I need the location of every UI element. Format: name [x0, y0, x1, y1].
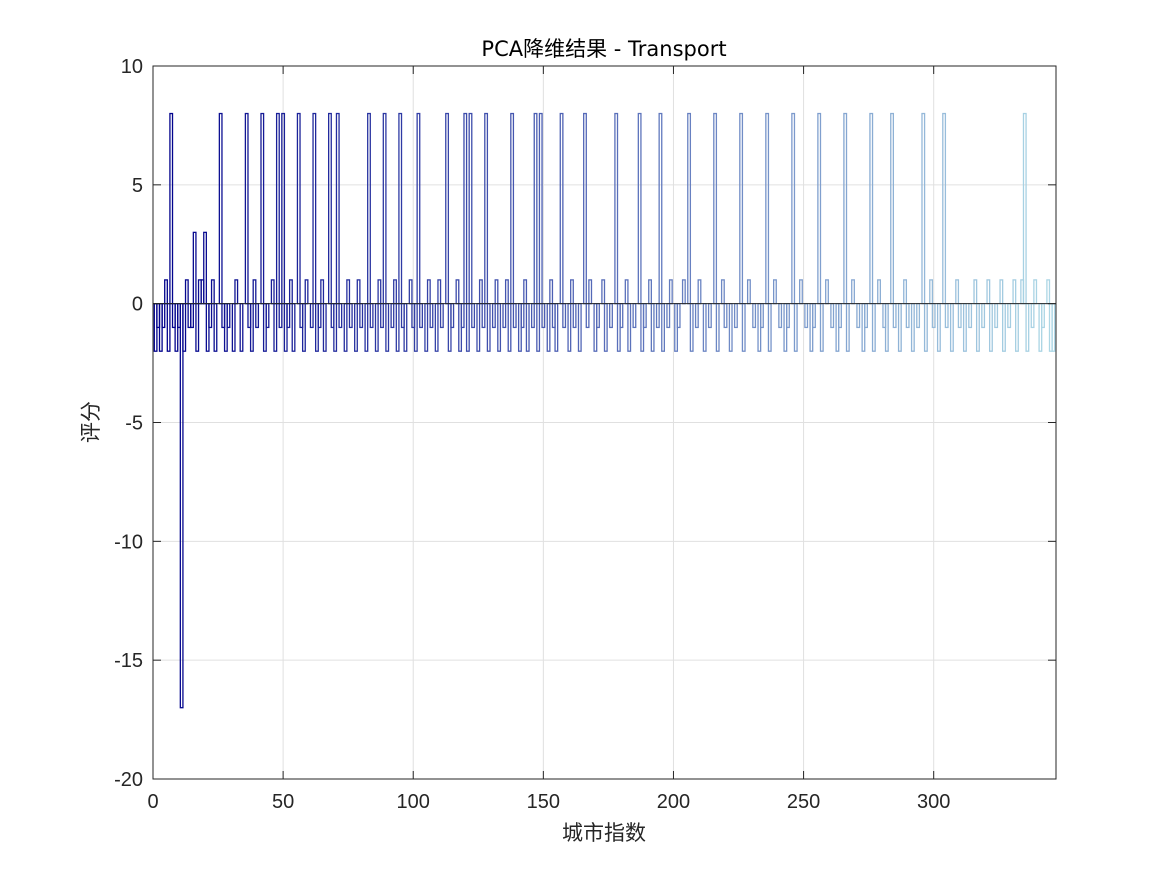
x-tick-label: 50 — [272, 791, 294, 813]
y-tick-label: 10 — [121, 56, 143, 78]
y-tick-label: 0 — [132, 294, 143, 316]
x-tick-label: 150 — [527, 791, 560, 813]
y-tick-label: -5 — [125, 413, 143, 435]
y-axis-label: 评分 — [79, 401, 103, 443]
axis-ticks — [152, 65, 1056, 780]
x-tick-label: 300 — [917, 791, 950, 813]
y-tick-label: -15 — [114, 650, 143, 672]
y-tick-labels: 10 5 0 -5 -10 -15 -20 — [114, 56, 143, 791]
x-axis-label: 城市指数 — [562, 821, 646, 845]
x-tick-label: 0 — [147, 791, 158, 813]
chart-title: PCA降维结果 - Transport — [481, 37, 726, 61]
x-tick-label: 200 — [657, 791, 690, 813]
y-tick-label: 5 — [132, 175, 143, 197]
y-tick-label: -20 — [114, 769, 143, 791]
y-tick-label: -10 — [114, 531, 143, 553]
x-tick-label: 250 — [787, 791, 820, 813]
x-tick-label: 100 — [397, 791, 430, 813]
x-tick-labels: 0 50 100 150 200 250 300 — [147, 791, 950, 813]
